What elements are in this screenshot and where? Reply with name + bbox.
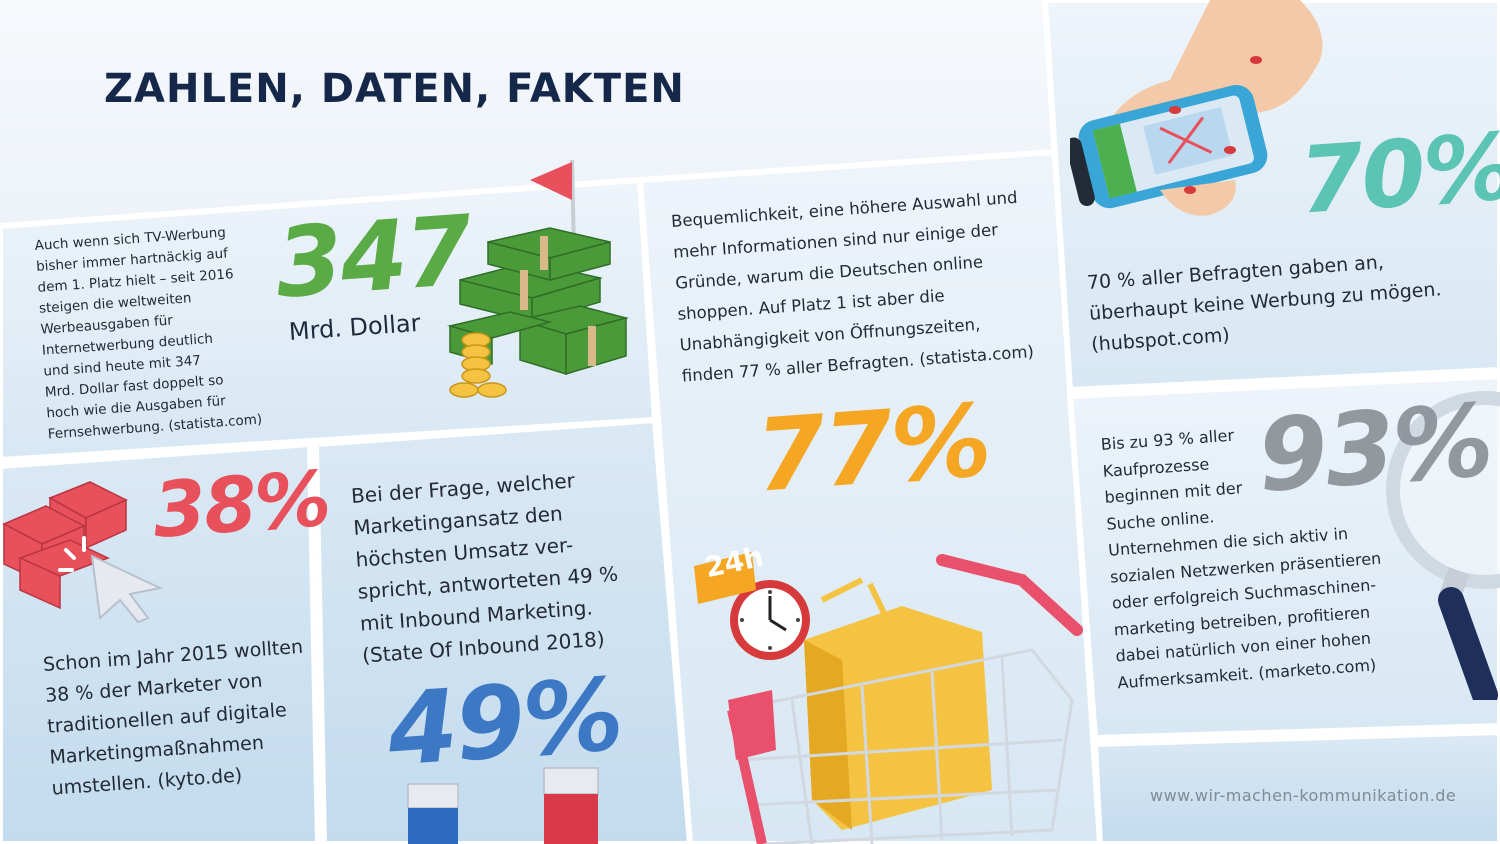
magnet-illustration [407,767,599,844]
page-title: ZAHLEN, DATEN, FAKTEN [104,66,685,112]
tv-stat-text: Auch wenn sich TV-Werbung bisher immer h… [34,224,263,443]
shopping-stat-text: Bequemlichkeit, eine höhere Auswahl und … [670,187,1035,386]
marketer-stat-number: 38% [150,453,332,555]
tv-stat-number: 347 [272,194,474,320]
search-stat-text: Bis zu 93 % aller Kaufprozesse beginnen … [1100,425,1382,692]
money-stack-illustration [447,159,629,398]
inbound-stat-text: Bei der Frage, welcher Marketingansatz d… [350,468,619,668]
click-cursor-illustration [2,481,164,623]
clock-icon [730,580,810,660]
shopping-cart-illustration [694,552,1083,844]
marketer-stat-text: Schon im Jahr 2015 wollten 38 % der Mark… [42,635,304,800]
website-url: www.wir-machen-kommunikation.de [1150,786,1457,805]
inbound-stat-number: 49% [384,655,625,789]
magnifier-illustration [1386,391,1500,700]
ads-stat-number: 70% [1296,113,1500,235]
smartphone-hand-illustration [1070,0,1323,216]
shopping-stat-number: 77% [752,381,993,515]
